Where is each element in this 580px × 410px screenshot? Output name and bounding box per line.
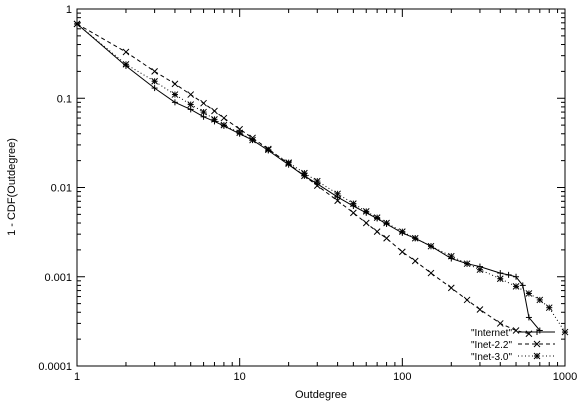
data-point: [477, 267, 483, 273]
data-point: [301, 170, 307, 176]
data-point: [428, 270, 434, 276]
data-point: [497, 320, 503, 326]
data-point: [513, 283, 519, 289]
data-point: [123, 61, 129, 67]
data-point: [497, 276, 503, 282]
data-point: [384, 235, 390, 241]
data-point: [172, 99, 178, 105]
y-tick-label: 0.0001: [38, 361, 72, 373]
data-point: [221, 122, 227, 128]
data-point: [188, 92, 194, 98]
y-axis: 1 0.1 0.01 0.001 0.0001: [38, 4, 565, 373]
data-point: [265, 147, 271, 153]
series-line-internet: [77, 24, 540, 331]
y-tick-label: 0.1: [57, 93, 72, 105]
legend-label: "Inet-3.0": [471, 352, 512, 363]
data-point: [250, 137, 256, 143]
data-point: [152, 68, 158, 74]
data-point: [546, 305, 552, 311]
data-point: [399, 249, 405, 255]
series-inet-3-0: [74, 21, 568, 335]
data-point: [237, 130, 243, 136]
data-point: [399, 229, 405, 235]
series-layer: [74, 21, 568, 337]
data-point: [562, 329, 568, 335]
data-point: [537, 297, 543, 303]
series-internet: [74, 21, 543, 334]
data-point: [350, 210, 356, 216]
data-point: [374, 215, 380, 221]
data-point: [412, 235, 418, 241]
data-point: [448, 253, 454, 259]
data-point: [201, 100, 207, 106]
data-point: [464, 261, 470, 267]
data-point: [477, 306, 483, 312]
x-tick-label: 10: [234, 371, 246, 383]
data-point: [221, 115, 227, 121]
data-point: [526, 290, 532, 296]
data-point: [350, 201, 356, 207]
x-tick-label: 100: [393, 371, 411, 383]
data-point: [211, 116, 217, 122]
data-point: [123, 49, 129, 55]
data-point: [513, 327, 519, 333]
data-point: [412, 258, 418, 264]
data-point: [172, 92, 178, 98]
data-point: [74, 21, 80, 27]
data-point: [211, 108, 217, 114]
data-point: [497, 270, 503, 276]
data-point: [335, 191, 341, 197]
data-point: [363, 208, 369, 214]
x-tick-label: 1000: [553, 371, 577, 383]
x-tick-label: 1: [74, 371, 80, 383]
data-point: [172, 81, 178, 87]
data-point: [448, 285, 454, 291]
data-point: [506, 272, 512, 278]
legend-label: "Internet": [471, 328, 512, 339]
y-tick-label: 0.001: [44, 272, 72, 284]
x-axis: 1 10 100 1000: [74, 9, 577, 383]
data-point: [314, 178, 320, 184]
plot-frame: [77, 9, 565, 366]
data-point: [152, 78, 158, 84]
data-point: [464, 297, 470, 303]
data-point: [374, 229, 380, 235]
y-tick-label: 1: [66, 4, 72, 16]
data-point: [201, 109, 207, 115]
data-point: [286, 160, 292, 166]
y-tick-label: 0.01: [51, 183, 72, 195]
series-inet-2-2: [74, 21, 532, 337]
data-point: [188, 102, 194, 108]
data-point: [428, 243, 434, 249]
legend-marker: [534, 353, 540, 359]
legend-label: "Inet-2.2": [471, 340, 512, 351]
series-line-inet-3-0: [77, 24, 565, 332]
series-line-inet-2-2: [77, 24, 529, 334]
y-axis-title: 1 - CDF(Outdegree): [6, 138, 18, 236]
data-point: [363, 220, 369, 226]
data-point: [384, 220, 390, 226]
x-axis-title: Outdegree: [295, 389, 347, 401]
